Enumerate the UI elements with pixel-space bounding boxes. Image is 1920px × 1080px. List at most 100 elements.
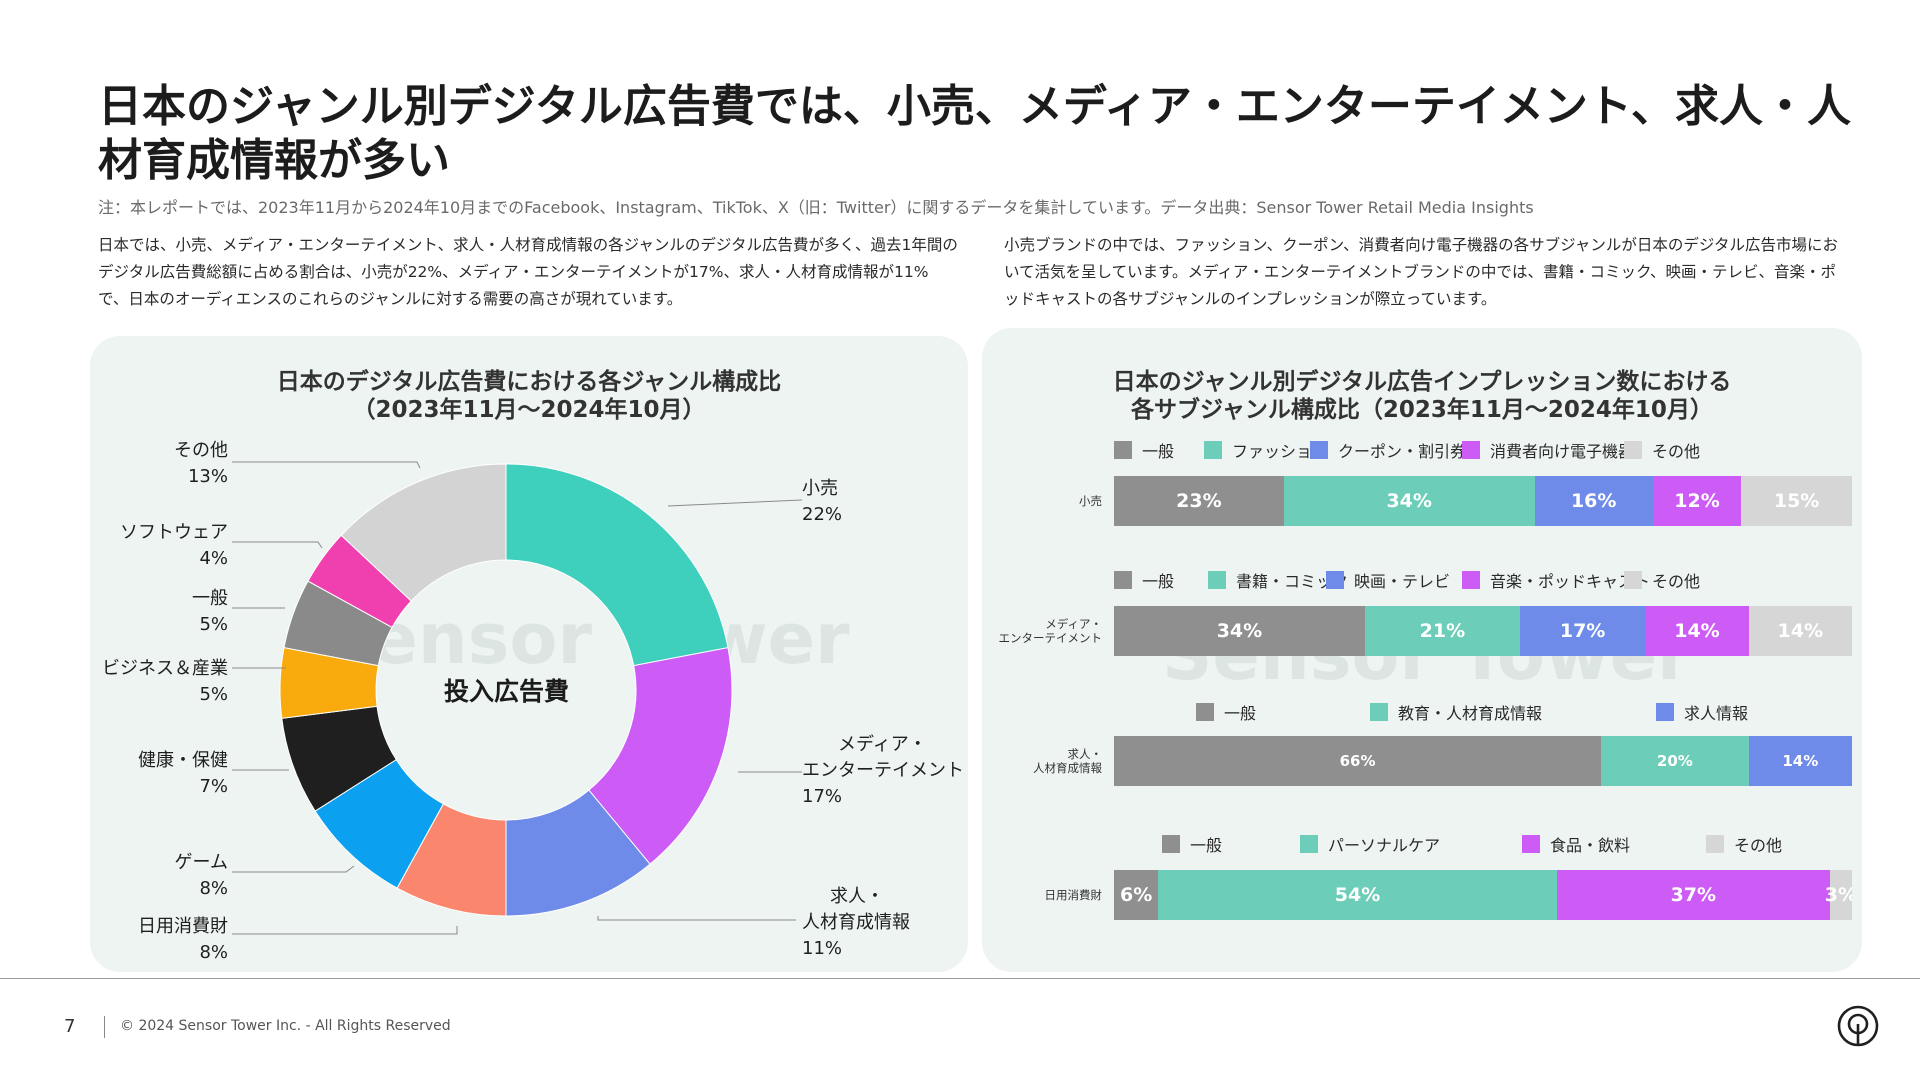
page-title: 日本のジャンル別デジタル広告費では、小売、メディア・エンターテイメント、求人・人… <box>98 81 1851 186</box>
legend-label: 消費者向け電子機器 <box>1490 442 1635 461</box>
legend-item: 一般 <box>1114 568 1174 592</box>
bar-segment: 14% <box>1748 736 1852 786</box>
legend-swatch <box>1706 835 1724 853</box>
legend-swatch <box>1370 703 1388 721</box>
donut-leader-line <box>232 865 355 873</box>
legend-label: ファッション <box>1232 442 1329 461</box>
donut-slice-label: メディア・ エンターテイメント 17% <box>802 734 964 807</box>
legend-item: ファッション <box>1204 438 1328 462</box>
bar-segment: 23% <box>1114 476 1284 526</box>
legend-label: 教育・人材育成情報 <box>1398 704 1543 723</box>
legend-label: 一般 <box>1142 442 1175 461</box>
legend-label: 一般 <box>1224 704 1257 723</box>
bar-chart-title: 日本のジャンル別デジタル広告インプレッション数における 各サブジャンル構成比（20… <box>1112 369 1732 423</box>
legend-item: 一般 <box>1114 438 1174 462</box>
legend-item: クーポン・割引券 <box>1310 438 1466 462</box>
bar-row-label: メディア・ エンターテイメント <box>998 617 1103 645</box>
legend-swatch <box>1114 441 1132 459</box>
donut-leader-line <box>667 499 803 507</box>
sensor-tower-logo-icon <box>1837 1005 1879 1047</box>
legend-label: 映画・テレビ <box>1354 572 1451 591</box>
legend-label: その他 <box>1652 442 1701 461</box>
legend-label: 求人情報 <box>1684 704 1749 723</box>
legend-swatch <box>1300 835 1318 853</box>
donut-slice-label: その他 13% <box>174 440 228 487</box>
legend-label: 一般 <box>1190 836 1223 855</box>
bar-segment: 14% <box>1748 606 1852 656</box>
stacked-bar: 6%54%37%3% <box>1114 870 1852 920</box>
description-right: 小売ブランドの中では、ファッション、クーポン、消費者向け電子機器の各サブジャンル… <box>1004 236 1839 308</box>
donut-slice-label: 健康・保健 7% <box>138 750 228 797</box>
legend-swatch <box>1162 835 1180 853</box>
legend-item: パーソナルケア <box>1300 832 1440 856</box>
bar-segment: 34% <box>1283 476 1535 526</box>
legend-item: 一般 <box>1162 832 1222 856</box>
donut-slice-label: ビジネス＆産業 5% <box>102 658 228 705</box>
legend-item: 消費者向け電子機器 <box>1462 438 1634 462</box>
legend-swatch <box>1624 571 1642 589</box>
donut-center-label: 投入広告費 <box>443 677 569 706</box>
bar-segment: 14% <box>1645 606 1749 656</box>
bar-segment: 20% <box>1601 736 1749 786</box>
donut-leader-line <box>232 541 323 549</box>
legend-swatch <box>1196 703 1214 721</box>
legend-label: 書籍・コミック <box>1236 572 1349 591</box>
legend-item: 求人情報 <box>1656 700 1748 724</box>
legend-item: その他 <box>1624 438 1700 462</box>
legend-swatch <box>1204 441 1222 459</box>
legend-label: 音楽・ポッドキャスト <box>1490 572 1651 591</box>
donut-slice <box>588 647 733 865</box>
legend-swatch <box>1310 441 1328 459</box>
bar-segment: 21% <box>1364 606 1520 656</box>
legend-item: 教育・人材育成情報 <box>1370 700 1542 724</box>
legend-swatch <box>1462 441 1480 459</box>
donut-slice <box>505 463 729 667</box>
donut-slice-label: 日用消費財 8% <box>138 916 228 963</box>
legend-label: その他 <box>1734 836 1783 855</box>
legend-label: その他 <box>1652 572 1701 591</box>
data-source-note: 注：本レポートでは、2023年11月から2024年10月までのFacebook、… <box>98 198 1534 217</box>
donut-slice-label: ソフトウェア 4% <box>120 522 228 569</box>
legend-swatch <box>1208 571 1226 589</box>
donut-slice-label: 一般 5% <box>192 588 228 635</box>
bar-segment: 17% <box>1519 606 1646 656</box>
bar-segment: 54% <box>1158 870 1557 920</box>
donut-leader-line <box>232 461 421 469</box>
bar-segment: 6% <box>1114 870 1159 920</box>
footer-divider <box>0 978 1920 979</box>
copyright: © 2024 Sensor Tower Inc. - All Rights Re… <box>120 1018 451 1034</box>
legend-label: 一般 <box>1142 572 1175 591</box>
donut-slice-label: ゲーム 8% <box>174 852 228 899</box>
donut-chart <box>232 461 803 935</box>
bar-segment: 66% <box>1114 736 1602 786</box>
donut-leader-line <box>232 926 458 935</box>
legend-swatch <box>1462 571 1480 589</box>
bar-segment: 15% <box>1741 476 1852 526</box>
watermark: Sensor Tower <box>320 598 850 680</box>
donut-chart-title: 日本のデジタル広告費における各ジャンル構成比 （2023年11月～2024年10月… <box>276 369 782 423</box>
legend-swatch <box>1522 835 1540 853</box>
stacked-bar-chart: 一般 ファッション クーポン・割引券 消費者向け電子機器 その他 小売 23% 34% 16% 1… <box>982 328 1862 972</box>
legend-item: その他 <box>1624 568 1700 592</box>
legend-item: 音楽・ポッドキャスト <box>1462 568 1650 592</box>
legend-item: その他 <box>1706 832 1782 856</box>
legend-swatch <box>1326 571 1344 589</box>
legend-label: パーソナルケア <box>1328 836 1441 855</box>
donut-slice <box>340 463 507 602</box>
bar-segment: 12% <box>1652 476 1742 526</box>
legend-item: 映画・テレビ <box>1326 568 1450 592</box>
legend-item: 一般 <box>1196 700 1256 724</box>
bar-segment: 34% <box>1114 606 1365 656</box>
legend-label: 食品・飲料 <box>1550 836 1631 855</box>
description-left: 日本では、小売、メディア・エンターテイメント、求人・人材育成情報の各ジャンルのデ… <box>98 236 958 308</box>
donut-leader-line <box>597 916 796 921</box>
donut-slice-label: 求人・ 人材育成情報 11% <box>802 886 910 959</box>
legend-swatch <box>1114 571 1132 589</box>
legend-label: クーポン・割引券 <box>1338 442 1467 461</box>
bar-segment: 16% <box>1534 476 1653 526</box>
stacked-bar: 66% 20% 14% <box>1114 736 1852 786</box>
legend-item: 食品・飲料 <box>1522 832 1630 856</box>
impression-share-panel: 日本のジャンル別デジタル広告インプレッション数における 各サブジャンル構成比（20… <box>982 328 1862 972</box>
bar-row-label: 小売 <box>1079 494 1102 508</box>
page-number: 7 <box>64 1016 76 1037</box>
